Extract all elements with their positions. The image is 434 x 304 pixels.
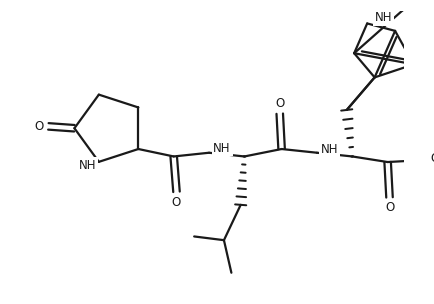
- Text: O: O: [385, 201, 394, 214]
- Text: NH: NH: [375, 11, 393, 24]
- Text: O: O: [431, 152, 434, 165]
- Text: NH: NH: [79, 159, 96, 172]
- Text: O: O: [172, 195, 181, 209]
- Text: O: O: [34, 120, 44, 133]
- Text: NH: NH: [321, 143, 339, 156]
- Text: NH: NH: [214, 142, 231, 155]
- Text: O: O: [275, 97, 284, 110]
